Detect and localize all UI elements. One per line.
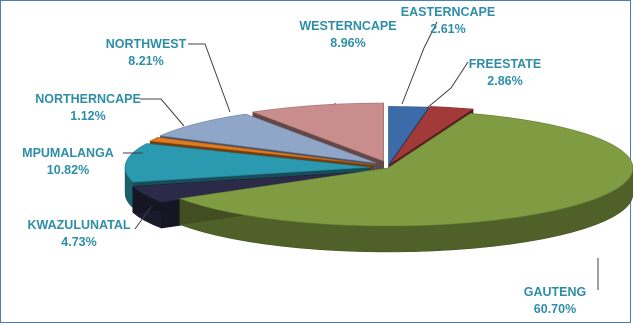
- slice-value-mpumalanga: 10.82%: [47, 163, 89, 177]
- slice-gauteng: [178, 112, 633, 253]
- pie-slices: [124, 102, 633, 253]
- slice-top-westerncape: [251, 102, 384, 162]
- slice-label-kwazulunatal: KWAZULUNATAL: [28, 218, 131, 232]
- slice-labels: EASTERNCAPE 2.61% FREESTATE 2.86% GAUTENG 60.…: [22, 5, 586, 316]
- slice-top-northwest: [159, 113, 377, 164]
- slice-value-kwazulunatal: 4.73%: [61, 235, 96, 249]
- slice-value-gauteng: 60.70%: [534, 302, 576, 316]
- slice-value-westerncape: 8.96%: [330, 36, 365, 50]
- slice-label-gauteng: GAUTENG: [524, 285, 587, 299]
- slice-label-westerncape: WESTERNCAPE: [299, 19, 396, 33]
- slice-label-northerncape: NORTHERNCAPE: [35, 92, 141, 106]
- leader-line-northwest: [188, 43, 231, 113]
- leader-line-kwazulunatal: [134, 206, 152, 230]
- leader-line-northerncape: [140, 98, 185, 127]
- slice-label-mpumalanga: MPUMALANGA: [22, 146, 114, 160]
- slice-top-northerncape: [149, 137, 374, 166]
- slice-label-northwest: NORTHWEST: [106, 37, 187, 51]
- slice-top-gauteng: [178, 113, 633, 227]
- slice-top-freestate: [390, 106, 474, 164]
- slice-label-freestate: FREESTATE: [469, 57, 541, 71]
- slice-value-northerncape: 1.12%: [70, 109, 105, 123]
- slice-value-easterncape: 2.61%: [430, 22, 465, 36]
- slice-label-easterncape: EASTERNCAPE: [401, 5, 495, 19]
- slice-value-northwest: 8.21%: [128, 54, 163, 68]
- slice-top-mpumalanga: [124, 143, 371, 183]
- slice-value-freestate: 2.86%: [487, 74, 522, 88]
- leader-line-easterncape: [401, 21, 438, 105]
- leader-lines: [123, 21, 599, 290]
- leader-line-freestate: [426, 61, 469, 109]
